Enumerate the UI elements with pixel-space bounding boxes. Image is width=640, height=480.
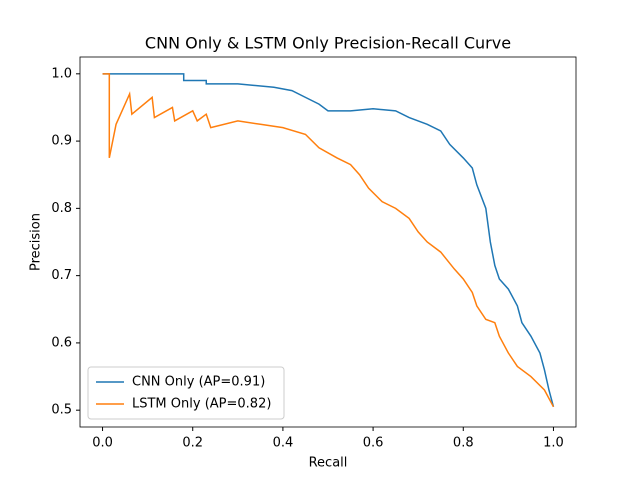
y-axis-label: Precision: [29, 213, 44, 271]
line-series: [102, 73, 555, 408]
plot-frame: [79, 56, 577, 428]
y-tick-label: 0.8: [51, 201, 72, 216]
x-tick-label: 1.0: [543, 436, 564, 451]
x-tick-label: 0.6: [363, 436, 384, 451]
y-tick-label: 1.0: [51, 66, 72, 81]
x-tick-label: 0.2: [182, 436, 203, 451]
y-tick-label: 0.9: [51, 134, 72, 149]
y-tick-label: 0.5: [51, 403, 72, 418]
legend-label: LSTM Only (AP=0.82): [132, 397, 271, 412]
y-tick-label: 0.7: [51, 268, 72, 283]
line-series: [102, 73, 555, 408]
y-tick-label: 0.6: [51, 335, 72, 350]
legend-label: CNN Only (AP=0.91): [132, 375, 265, 390]
x-tick-label: 0.4: [273, 436, 294, 451]
x-axis-label: Recall: [309, 456, 348, 471]
chart-title: CNN Only & LSTM Only Precision-Recall Cu…: [145, 34, 511, 53]
x-tick-label: 0.8: [453, 436, 474, 451]
x-tick-label: 0.0: [92, 436, 113, 451]
legend-box: [87, 366, 285, 420]
